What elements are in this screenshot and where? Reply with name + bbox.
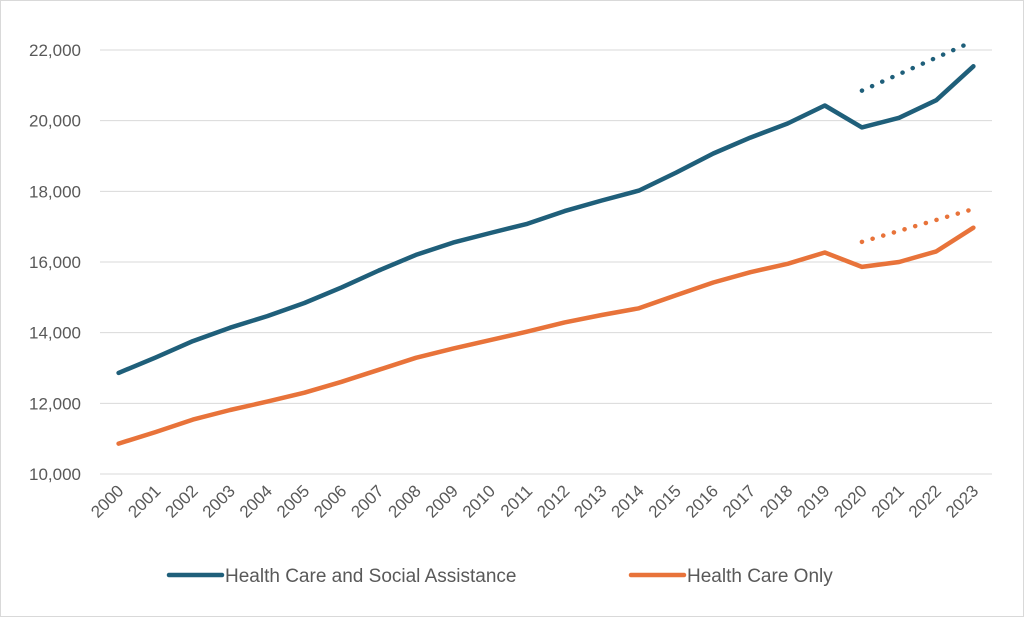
legend-label: Health Care and Social Assistance — [225, 566, 517, 587]
x-tick-label: 2002 — [162, 481, 202, 521]
y-tick-label: 20,000 — [29, 112, 81, 131]
trend-line — [859, 38, 976, 93]
x-axis-ticks: 2000200120022003200420052006200720082009… — [87, 481, 982, 521]
x-tick-label: 2013 — [570, 481, 610, 521]
series-line — [116, 225, 976, 446]
y-tick-label: 14,000 — [29, 324, 81, 343]
legend-item: Health Care Only — [628, 566, 833, 587]
series-line — [116, 64, 976, 376]
x-tick-label: 2011 — [497, 481, 536, 520]
gridlines — [100, 49, 992, 475]
x-tick-label: 2017 — [719, 481, 759, 521]
y-tick-label: 10,000 — [29, 465, 81, 484]
x-tick-label: 2003 — [199, 481, 239, 521]
trend-lines — [859, 38, 976, 245]
x-tick-label: 2023 — [942, 481, 982, 521]
legend-label: Health Care Only — [687, 566, 833, 587]
x-tick-label: 2007 — [347, 481, 387, 521]
x-tick-label: 2021 — [868, 481, 908, 521]
series-lines — [116, 64, 976, 446]
x-tick-label: 2019 — [793, 481, 833, 521]
x-tick-label: 2020 — [831, 481, 871, 521]
x-tick-label: 2004 — [236, 481, 276, 521]
x-tick-label: 2022 — [905, 481, 945, 521]
x-tick-label: 2018 — [756, 481, 796, 521]
x-tick-label: 2000 — [87, 481, 127, 521]
x-tick-label: 2010 — [459, 481, 499, 521]
y-tick-label: 18,000 — [29, 182, 81, 201]
y-tick-label: 22,000 — [29, 41, 81, 60]
x-tick-label: 2016 — [682, 481, 722, 521]
legend: Health Care and Social Assistance Health … — [166, 566, 833, 587]
x-tick-label: 2012 — [533, 481, 573, 521]
x-tick-label: 2006 — [310, 481, 350, 521]
x-tick-label: 2015 — [645, 481, 685, 521]
y-axis-ticks: 10,000 12,000 14,000 16,000 18,000 20,000 22,0… — [29, 41, 81, 484]
x-tick-label: 2014 — [608, 481, 648, 521]
x-tick-label: 2005 — [273, 481, 313, 521]
y-tick-label: 16,000 — [29, 253, 81, 272]
legend-item: Health Care and Social Assistance — [166, 566, 517, 587]
x-tick-label: 2001 — [124, 481, 164, 521]
x-tick-label: 2009 — [422, 481, 462, 521]
y-tick-label: 12,000 — [29, 394, 81, 413]
x-tick-label: 2008 — [385, 481, 425, 521]
